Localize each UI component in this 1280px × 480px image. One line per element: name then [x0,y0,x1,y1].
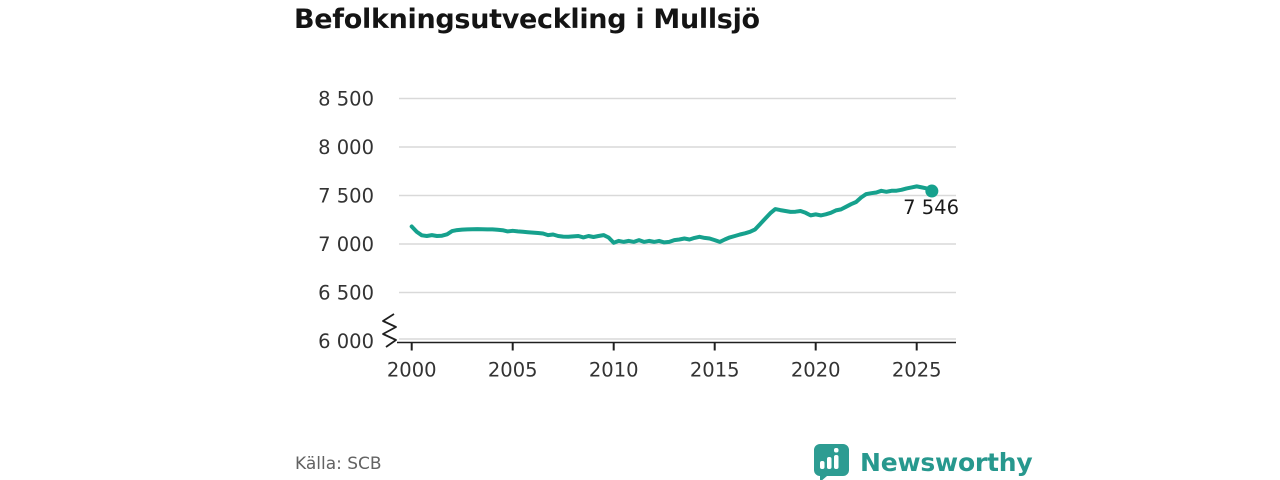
population-chart: 8 500 8 000 7 500 7 000 6 500 6 000 2000 2005 20… [318,88,959,382]
y-tick-label-6500: 6 500 [318,282,374,305]
chart-title: Befolkningsutveckling i Mullsjö [294,4,760,35]
x-tick-label-2000: 2000 [387,359,437,382]
end-value-label: 7 546 [903,196,959,219]
x-tick-label-2015: 2015 [690,359,740,382]
x-tick-label-2025: 2025 [892,359,942,382]
x-tick-label-2005: 2005 [488,359,538,382]
logo-bar-3 [834,455,839,469]
y-tick-label-8500: 8 500 [318,88,374,111]
source-caption: Källa: SCB [295,454,382,474]
axis-break-icon [382,313,397,348]
newsworthy-brand: Newsworthy [810,442,1033,480]
y-tick-label-7500: 7 500 [318,185,374,208]
y-tick-label-6000: 6 000 [318,330,374,353]
logo-exclamation-dot [834,448,839,453]
newsworthy-wordmark: Newsworthy [860,447,1033,477]
y-tick-label-8000: 8 000 [318,136,374,159]
logo-bar-1 [820,461,825,469]
x-tick-label-2010: 2010 [589,359,639,382]
y-tick-label-7000: 7 000 [318,233,374,256]
end-point-marker [925,184,939,198]
newsworthy-logo-icon [814,444,849,480]
logo-bar-2 [827,457,832,469]
x-tick-label-2020: 2020 [791,359,841,382]
population-line [409,184,934,245]
